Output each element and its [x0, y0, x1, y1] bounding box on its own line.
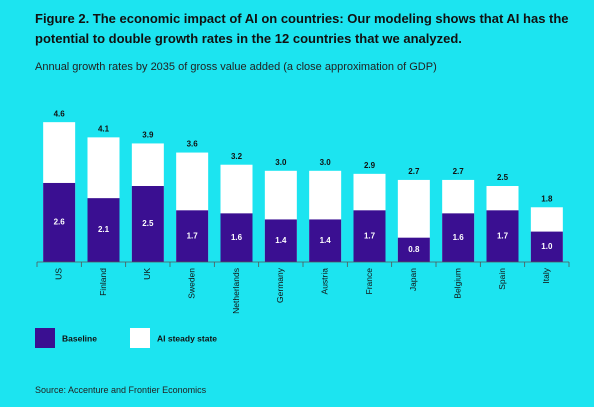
total-label: 2.5 — [497, 173, 509, 182]
total-label: 4.1 — [98, 124, 110, 133]
legend-swatch — [130, 328, 150, 348]
chart-title: Figure 2. The economic impact of AI on c… — [35, 11, 569, 46]
total-label: 2.9 — [364, 161, 376, 170]
x-tick-label: France — [364, 268, 374, 295]
total-label: 3.0 — [275, 158, 287, 167]
bar — [176, 210, 209, 262]
bar — [353, 210, 386, 262]
value-label: 0.8 — [408, 245, 420, 254]
value-label: 2.1 — [98, 225, 110, 234]
legend-label: Baseline — [62, 333, 97, 343]
legend-label: AI steady state — [157, 333, 217, 343]
total-label: 1.8 — [541, 194, 553, 203]
bar — [43, 182, 76, 262]
legend-swatch — [35, 328, 55, 348]
total-label: 2.7 — [408, 167, 420, 176]
value-label: 1.4 — [320, 236, 332, 245]
x-tick-label: Belgium — [452, 268, 462, 299]
source-note: Source: Accenture and Frontier Economics — [35, 385, 207, 395]
total-label: 4.6 — [54, 109, 66, 118]
value-label: 1.4 — [275, 236, 287, 245]
bar — [220, 213, 253, 262]
x-tick-label: Finland — [98, 268, 108, 296]
value-label: 2.6 — [54, 218, 66, 227]
x-tick-label: Germany — [275, 267, 285, 303]
total-label: 3.9 — [142, 131, 154, 140]
bar — [486, 210, 519, 262]
x-tick-label: Netherlands — [231, 268, 241, 314]
x-tick-label: Sweden — [186, 268, 196, 299]
value-label: 1.7 — [364, 231, 376, 240]
bar — [397, 237, 430, 262]
value-label: 1.0 — [541, 242, 553, 251]
x-tick-label: UK — [142, 268, 152, 280]
x-tick-label: Italy — [541, 267, 551, 283]
value-label: 1.6 — [453, 233, 465, 242]
bar — [264, 219, 297, 262]
x-tick-label: Japan — [408, 268, 418, 291]
bar — [87, 198, 120, 262]
value-label: 2.5 — [142, 219, 154, 228]
value-label: 1.7 — [187, 231, 199, 240]
bar — [530, 231, 563, 262]
x-tick-label: Spain — [497, 268, 507, 290]
value-label: 1.6 — [231, 233, 243, 242]
total-label: 3.0 — [320, 158, 332, 167]
total-label: 2.7 — [453, 167, 465, 176]
total-label: 3.6 — [187, 140, 199, 149]
value-label: 1.7 — [497, 231, 509, 240]
bar — [131, 186, 164, 262]
bar — [442, 213, 475, 262]
x-tick-label: Austria — [319, 268, 329, 295]
total-label: 3.2 — [231, 152, 243, 161]
x-tick-label: US — [53, 268, 63, 280]
bar — [309, 219, 342, 262]
chart-subtitle: Annual growth rates by 2035 of gross val… — [35, 61, 437, 73]
